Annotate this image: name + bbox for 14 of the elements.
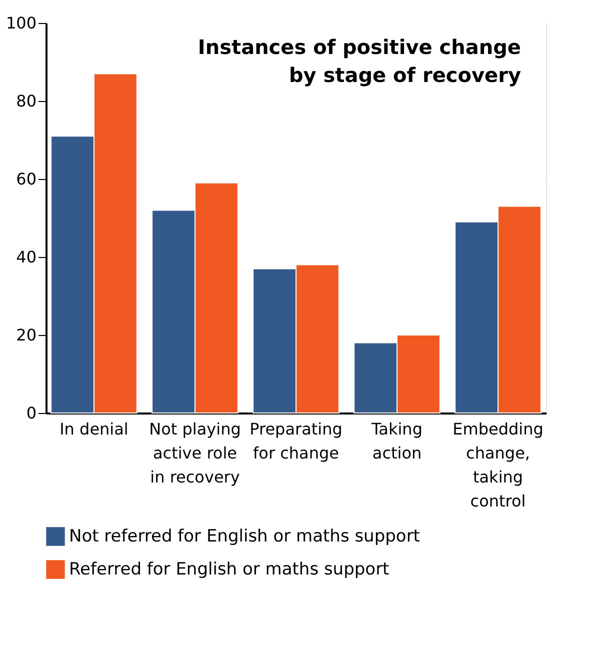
y-tick-label: 100 bbox=[6, 14, 36, 32]
x-tick-label: In denial bbox=[60, 420, 128, 438]
text: Instances of positive change by stage of recovery bbox=[198, 35, 521, 87]
y-tick-label: 0 bbox=[26, 404, 36, 422]
x-tick-label: Embedding change, taking control bbox=[452, 420, 544, 510]
legend-label: Not referred for English or maths support bbox=[69, 526, 420, 546]
x-tick-label: Taking action bbox=[370, 420, 422, 462]
x-tick-label: Not playing active role in recovery bbox=[149, 420, 241, 486]
y-tick-label: 40 bbox=[16, 248, 36, 266]
y-tick-label: 20 bbox=[16, 326, 36, 344]
x-tick-label: Preparating for change bbox=[250, 420, 342, 462]
y-tick-label: 80 bbox=[16, 92, 36, 110]
y-tick-label: 60 bbox=[16, 170, 36, 188]
legend-label: Referred for English or maths support bbox=[69, 560, 390, 580]
